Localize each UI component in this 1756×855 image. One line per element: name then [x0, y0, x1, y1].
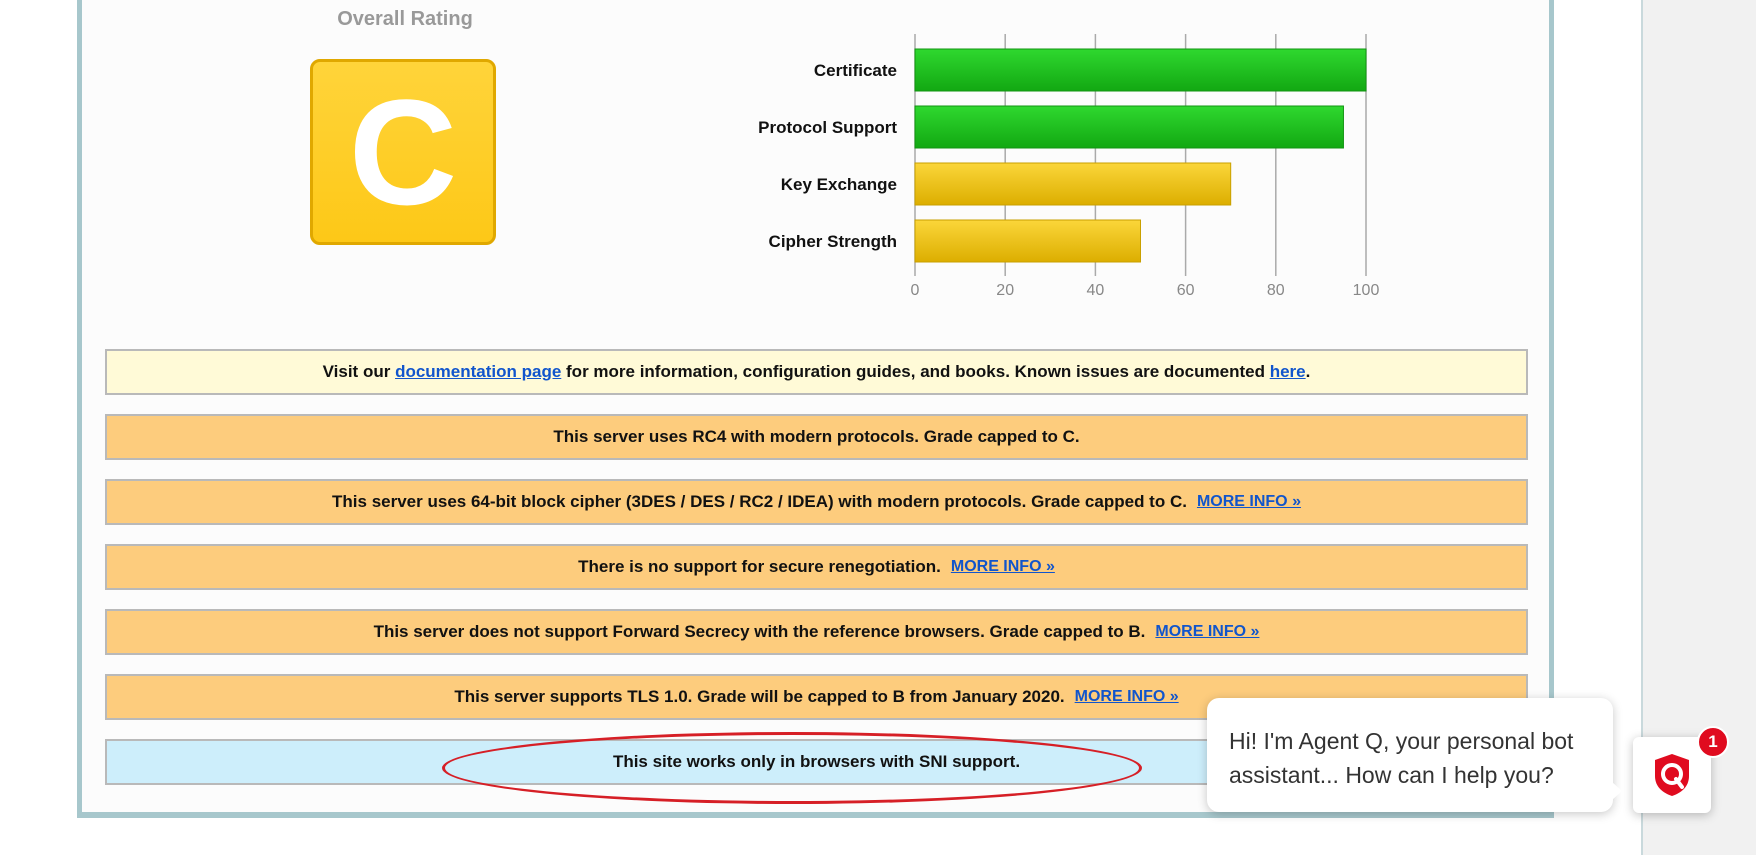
grade-badge: C [310, 59, 496, 245]
qualys-shield-icon [1655, 754, 1689, 796]
forward-secrecy-warning-text: This server does not support Forward Sec… [373, 622, 1146, 641]
cipher64-more-info-link[interactable]: MORE INFO » [1196, 493, 1301, 510]
category-label: Key Exchange [781, 175, 897, 194]
docs-banner-pre: Visit our [322, 362, 396, 381]
category-label: Cipher Strength [769, 232, 897, 251]
chat-message: Hi! I'm Agent Q, your personal bot assis… [1229, 728, 1574, 788]
overall-rating-title: Overall Rating [337, 8, 473, 30]
documentation-page-link[interactable]: documentation page [395, 362, 562, 381]
cipher64-warning-text: This server uses 64-bit block cipher (3D… [332, 492, 1187, 511]
docs-banner-post: . [1305, 362, 1311, 381]
sni-info-text: This site works only in browsers with SN… [612, 752, 1021, 771]
bar-protocol-support [914, 105, 1344, 149]
page-gutter [1641, 0, 1756, 855]
docs-banner: Visit our documentation page for more in… [105, 349, 1528, 395]
renegotiation-warning-banner: There is no support for secure renegotia… [105, 544, 1528, 590]
forward-secrecy-warning-banner: This server does not support Forward Sec… [105, 609, 1528, 655]
x-tick-label: 60 [1177, 282, 1195, 299]
x-tick-label: 100 [1353, 282, 1380, 299]
rating-bar-chart: Certificate Protocol Support Key Exchange C… [758, 34, 1380, 299]
category-label: Certificate [814, 61, 897, 80]
x-tick-label: 80 [1267, 282, 1285, 299]
renegotiation-warning-text: There is no support for secure renegotia… [578, 557, 941, 576]
notification-badge: 1 [1697, 726, 1729, 758]
cipher64-warning-banner: This server uses 64-bit block cipher (3D… [105, 479, 1528, 525]
known-issues-link[interactable]: here [1269, 362, 1306, 381]
x-tick-label: 0 [911, 282, 920, 299]
chat-bubble[interactable]: Hi! I'm Agent Q, your personal bot assis… [1207, 698, 1622, 812]
grade-letter: C [348, 68, 458, 236]
category-label: Protocol Support [758, 118, 897, 137]
tls10-warning-text: This server supports TLS 1.0. Grade will… [454, 687, 1065, 706]
x-tick-label: 40 [1087, 282, 1105, 299]
renegotiation-more-info-link[interactable]: MORE INFO » [950, 558, 1055, 575]
forward-secrecy-more-info-link[interactable]: MORE INFO » [1155, 623, 1260, 640]
x-tick-label: 20 [996, 282, 1014, 299]
docs-banner-mid: for more information, configuration guid… [561, 362, 1270, 381]
tls10-more-info-link[interactable]: MORE INFO » [1074, 688, 1179, 705]
bar-cipher-strength [914, 219, 1141, 263]
bar-key-exchange [914, 162, 1232, 206]
bar-certificate [914, 48, 1367, 92]
rc4-warning-banner: This server uses RC4 with modern protoco… [105, 414, 1528, 460]
rc4-warning-text: This server uses RC4 with modern protoco… [553, 427, 1080, 446]
